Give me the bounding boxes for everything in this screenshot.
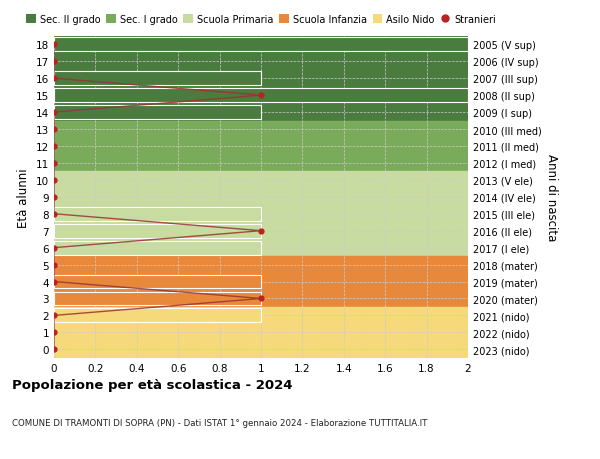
Y-axis label: Età alunni: Età alunni bbox=[17, 168, 31, 227]
Bar bbox=[54, 37, 468, 121]
Text: COMUNE DI TRAMONTI DI SOPRA (PN) - Dati ISTAT 1° gennaio 2024 - Elaborazione TUT: COMUNE DI TRAMONTI DI SOPRA (PN) - Dati … bbox=[12, 418, 427, 427]
Bar bbox=[54, 241, 261, 255]
Bar bbox=[54, 292, 261, 306]
Bar bbox=[54, 72, 261, 86]
Bar bbox=[54, 89, 468, 103]
Bar bbox=[54, 307, 468, 358]
Bar bbox=[54, 172, 468, 257]
Bar bbox=[54, 257, 468, 307]
Bar bbox=[54, 309, 261, 323]
Bar bbox=[54, 121, 468, 172]
Text: Popolazione per età scolastica - 2024: Popolazione per età scolastica - 2024 bbox=[12, 379, 293, 392]
Bar bbox=[54, 207, 261, 221]
Y-axis label: Anni di nascita: Anni di nascita bbox=[545, 154, 558, 241]
Bar bbox=[54, 224, 261, 238]
Bar bbox=[54, 106, 261, 120]
Bar bbox=[54, 38, 468, 52]
Bar bbox=[54, 275, 261, 289]
Legend: Sec. II grado, Sec. I grado, Scuola Primaria, Scuola Infanzia, Asilo Nido, Stran: Sec. II grado, Sec. I grado, Scuola Prim… bbox=[22, 11, 500, 28]
